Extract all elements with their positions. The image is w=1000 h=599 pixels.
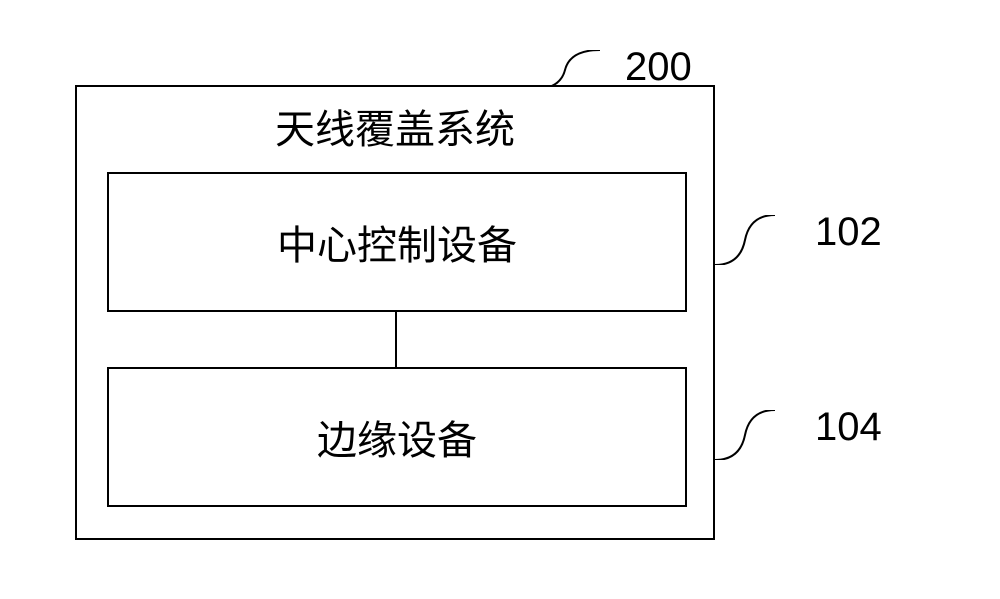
- reference-label-200: 200: [625, 45, 692, 90]
- pointer-102-curve: [715, 215, 775, 265]
- diagram-container: 200 天线覆盖系统 中心控制设备 边缘设备 102 104: [75, 50, 715, 540]
- system-title: 天线覆盖系统: [77, 97, 713, 155]
- reference-label-102: 102: [815, 210, 882, 255]
- pointer-104-curve: [715, 410, 775, 460]
- reference-label-104: 104: [815, 405, 882, 450]
- central-control-label: 中心控制设备: [277, 213, 517, 271]
- central-control-box: 中心控制设备: [107, 172, 687, 312]
- pointer-200-curve: [530, 50, 600, 90]
- edge-device-box: 边缘设备: [107, 367, 687, 507]
- edge-device-label: 边缘设备: [317, 408, 477, 466]
- system-outer-box: 天线覆盖系统 中心控制设备 边缘设备: [75, 85, 715, 540]
- connector-line: [395, 312, 397, 367]
